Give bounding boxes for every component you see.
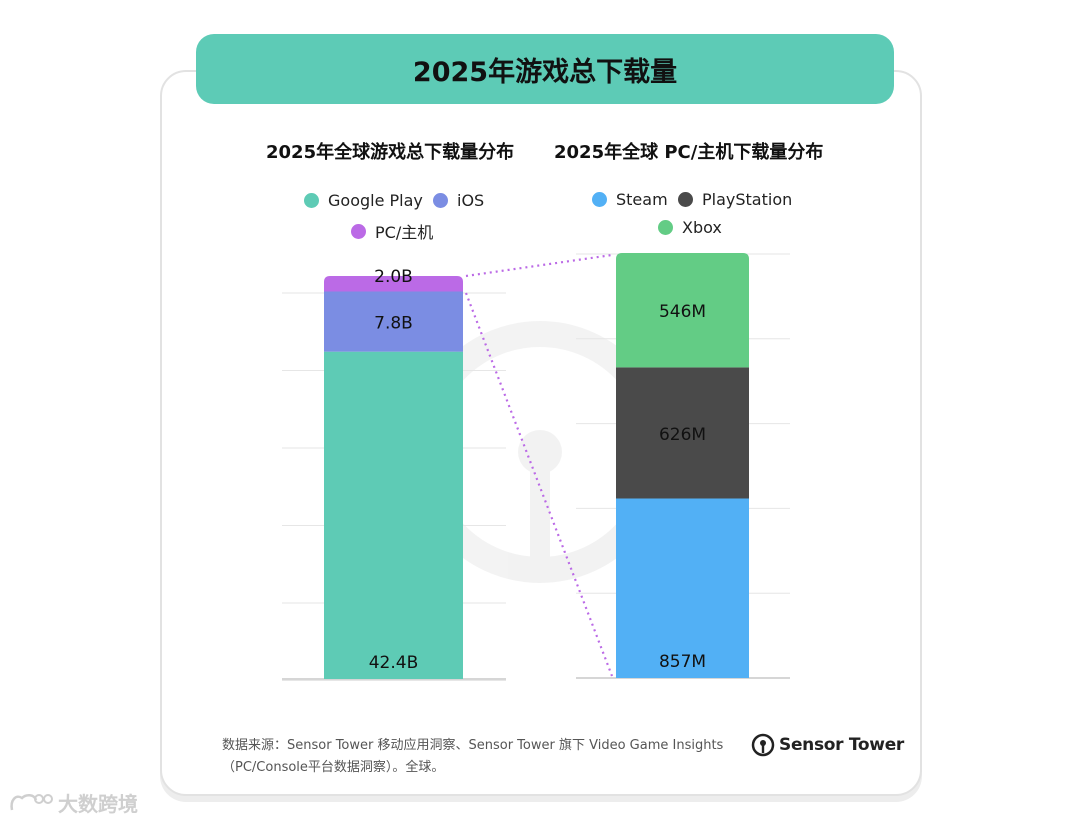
- connector-top-line: [465, 253, 613, 278]
- legend-playstation: PlayStation: [678, 190, 792, 209]
- bar-label-pc: 2.0B: [374, 267, 413, 287]
- right-chart-title: 2025年全球 PC/主机下载量分布: [554, 142, 824, 163]
- sensor-tower-logo-icon: [751, 733, 775, 757]
- legend-label: PC/主机: [375, 223, 434, 242]
- bar-segment-pc: [324, 276, 463, 292]
- connector-bottom-line: [464, 292, 614, 677]
- legend-dot-google-play: [304, 193, 319, 208]
- source-line-2: （PC/Console平台数据洞察）。全球。: [222, 760, 445, 775]
- brand-name: Sensor Tower: [779, 735, 905, 755]
- bar-segment-google-play: [324, 351, 463, 679]
- right-stacked-bar: [616, 253, 749, 678]
- source-line-1: 数据来源：Sensor Tower 移动应用洞察、Sensor Tower 旗下…: [222, 738, 724, 753]
- legend-google-play: Google Play: [304, 191, 423, 210]
- bar-segment-steam: [616, 498, 749, 678]
- legend-ios: iOS: [433, 191, 484, 210]
- legend-label: PlayStation: [702, 190, 793, 209]
- bar-label-playstation: 626M: [659, 425, 706, 445]
- brand-logo: Sensor Tower: [750, 732, 904, 758]
- source-footnote: 数据来源：Sensor Tower 移动应用洞察、Sensor Tower 旗下…: [222, 735, 752, 779]
- legend-steam: Steam: [592, 190, 668, 209]
- legend-label: Google Play: [328, 191, 423, 210]
- page-title: 2025年游戏总下载量: [196, 34, 894, 104]
- legend-dot-steam: [592, 192, 607, 207]
- legend-label: Steam: [616, 190, 668, 209]
- bar-label-google-play: 42.4B: [369, 653, 419, 673]
- left-bar-labels: 42.4B 7.8B 2.0B: [369, 267, 419, 673]
- chart-card: [160, 70, 922, 796]
- bar-segment-playstation: [616, 367, 749, 499]
- connector-lines: [464, 253, 614, 677]
- watermark-logo-icon: [10, 793, 53, 810]
- legend-dot-xbox: [658, 220, 673, 235]
- right-bar-labels: 857M 626M 546M: [659, 302, 706, 672]
- left-stacked-bar: [324, 276, 463, 679]
- bar-label-xbox: 546M: [659, 302, 706, 322]
- legend-pc-console: PC/主机: [351, 219, 433, 243]
- left-chart-title: 2025年全球游戏总下载量分布: [266, 142, 515, 163]
- watermark: 大数跨境: [8, 788, 138, 817]
- legend-dot-playstation: [678, 192, 693, 207]
- legend-label: Xbox: [682, 218, 722, 237]
- bar-label-steam: 857M: [659, 652, 706, 672]
- legend-xbox: Xbox: [658, 218, 722, 237]
- watermark-text: 大数跨境: [58, 792, 138, 816]
- legend-label: iOS: [457, 191, 485, 210]
- legend-dot-ios: [433, 193, 448, 208]
- bar-label-ios: 7.8B: [374, 314, 413, 334]
- bar-segment-xbox: [616, 253, 749, 368]
- legend-dot-pc-console: [351, 223, 366, 239]
- bar-segment-ios: [324, 291, 463, 352]
